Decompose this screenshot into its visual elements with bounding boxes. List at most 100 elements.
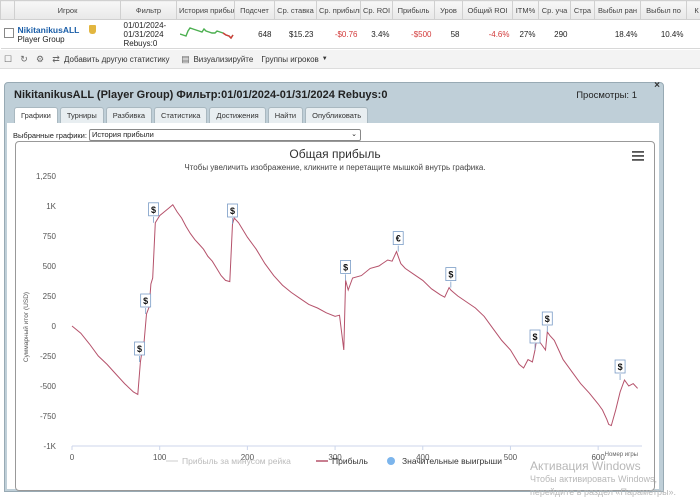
cell-stra xyxy=(571,20,595,49)
visualize-button[interactable]: ▤ Визуализируйте xyxy=(177,54,253,65)
table-row[interactable]: NikitanikusALL Player Group 01/01/2024- … xyxy=(1,20,700,49)
player-group-label: Player Group xyxy=(18,35,80,44)
menu-icon[interactable] xyxy=(632,151,644,161)
chart-icon: ▤ xyxy=(180,54,190,65)
legend-item[interactable]: Прибыль за минусом рейка xyxy=(166,456,291,466)
svg-text:$: $ xyxy=(533,332,538,342)
col-header-stra[interactable]: Стра xyxy=(571,1,595,20)
add-stats-button[interactable]: ⇄ Добавить другую статистику xyxy=(48,54,169,65)
legend-label: Прибыль xyxy=(332,456,369,466)
chevron-down-icon: ⌄ xyxy=(351,130,357,140)
tab-achievements[interactable]: Достижения xyxy=(209,107,265,123)
watermark-line-2: Чтобы активировать Windows, перейдите в … xyxy=(530,473,700,499)
significant-win-flag[interactable]: $ xyxy=(615,360,625,380)
cell-level: 58 xyxy=(435,20,463,49)
col-header-avg-stake[interactable]: Ср. ставка xyxy=(275,1,317,20)
close-icon[interactable]: × xyxy=(654,80,660,91)
y-tick-label: -1K xyxy=(44,442,57,451)
col-header-k[interactable]: К xyxy=(687,1,700,20)
significant-win-flag[interactable]: $ xyxy=(542,312,552,332)
y-tick-label: -250 xyxy=(40,352,57,361)
cell-avg-stake: $15.23 xyxy=(275,20,317,49)
legend-label: Значительные выигрыши xyxy=(402,456,502,466)
add-stats-icon: ⇄ xyxy=(51,54,61,65)
chart-frame[interactable]: Общая прибыль Чтобы увеличить изображени… xyxy=(15,141,655,491)
y-tick-label: 500 xyxy=(43,262,57,271)
series-line-profit[interactable] xyxy=(72,205,638,426)
col-header-level[interactable]: Уров xyxy=(435,1,463,20)
popup-body: Выбранные графики: История прибыли ⌄ Общ… xyxy=(7,123,659,489)
x-tick-label: 500 xyxy=(504,453,518,462)
significant-win-flag[interactable]: $ xyxy=(141,294,151,314)
stats-toolbar: ☐ ↻ ⚙ ⇄ Добавить другую статистику ▤ Виз… xyxy=(0,50,700,69)
col-header-avg-profit[interactable]: Ср. прибыль xyxy=(317,1,361,20)
player-groups-label: Группы игроков xyxy=(261,55,318,64)
tab-find[interactable]: Найти xyxy=(268,107,303,123)
svg-text:$: $ xyxy=(545,314,550,324)
windows-activation-watermark: Активация Windows Чтобы активировать Win… xyxy=(530,460,700,499)
col-header-profit[interactable]: Прибыль xyxy=(393,1,435,20)
x-tick-label: 100 xyxy=(153,453,167,462)
tab-breakdown[interactable]: Разбивка xyxy=(106,107,152,123)
cell-itm: 27% xyxy=(513,20,539,49)
y-tick-label: 0 xyxy=(52,322,57,331)
svg-text:$: $ xyxy=(143,296,148,306)
settings-icon[interactable]: ⚙ xyxy=(35,54,45,65)
chevron-down-icon: ▼ xyxy=(322,56,328,62)
col-header-total-roi[interactable]: Общий ROI xyxy=(463,1,513,20)
chart-subtitle: Чтобы увеличить изображение, кликните и … xyxy=(184,163,485,172)
chart-title: Общая прибыль xyxy=(289,147,380,161)
refresh-icon[interactable]: ↻ xyxy=(19,54,29,65)
popup-tabs: Графики Турниры Разбивка Статистика Дост… xyxy=(14,107,370,123)
svg-text:$: $ xyxy=(151,205,156,215)
table-header-row: Игрок Фильтр История прибыли Подсчет Ср.… xyxy=(1,1,700,20)
profit-chart[interactable]: Общая прибыль Чтобы увеличить изображени… xyxy=(16,142,654,490)
significant-win-flag[interactable]: $ xyxy=(530,330,540,350)
chart-select-row: Выбранные графики: История прибыли ⌄ xyxy=(13,129,361,141)
x-tick-label: 0 xyxy=(70,453,75,462)
profit-sparkline[interactable] xyxy=(180,26,234,40)
col-header-avg-roi[interactable]: Ср. ROI xyxy=(361,1,393,20)
select-all-icon[interactable]: ☐ xyxy=(3,54,13,65)
significant-win-flag[interactable]: $ xyxy=(227,204,237,224)
cell-profit: -$500 xyxy=(393,20,435,49)
cell-out-early: 18.4% xyxy=(595,20,641,49)
cell-avg-profit: -$0.76 xyxy=(317,20,361,49)
row-checkbox[interactable] xyxy=(4,28,14,38)
cell-out-late: 10.4% xyxy=(641,20,687,49)
svg-text:€: € xyxy=(396,234,401,244)
tab-charts[interactable]: Графики xyxy=(14,107,58,123)
col-header-count[interactable]: Подсчет xyxy=(235,1,275,20)
y-tick-label: 1,250 xyxy=(36,172,57,181)
significant-win-flag[interactable]: $ xyxy=(341,260,351,280)
significant-win-flag[interactable]: $ xyxy=(135,342,145,362)
chart-legend: Прибыль за минусом рейка Прибыль Значитель… xyxy=(166,456,502,466)
legend-item[interactable]: Прибыль xyxy=(316,456,369,466)
chart-select-value: История прибыли xyxy=(92,130,154,139)
y-tick-label: 250 xyxy=(43,292,57,301)
col-header-out-late[interactable]: Выбыл по xyxy=(641,1,687,20)
player-name-link[interactable]: NikitanikusALL xyxy=(18,25,80,35)
player-groups-dropdown[interactable]: Группы игроков ▼ xyxy=(261,55,327,64)
chart-popup: NikitanikusALL (Player Group) Фильтр:01/… xyxy=(4,82,664,492)
popup-views: Просмотры: 1 xyxy=(576,90,637,101)
tab-publish[interactable]: Опубликовать xyxy=(305,107,368,123)
col-header-itm[interactable]: ITM% xyxy=(513,1,539,20)
col-header-player[interactable]: Игрок xyxy=(15,1,121,20)
significant-win-flag[interactable]: € xyxy=(393,232,403,252)
legend-item[interactable]: Значительные выигрыши xyxy=(387,456,502,466)
tab-tournaments[interactable]: Турниры xyxy=(60,107,104,123)
svg-text:$: $ xyxy=(618,362,623,372)
col-header-out-early[interactable]: Выбыл ран xyxy=(595,1,641,20)
col-header-profit-history[interactable]: История прибыли xyxy=(177,1,235,20)
svg-text:$: $ xyxy=(448,270,453,280)
chart-select[interactable]: История прибыли ⌄ xyxy=(89,129,361,141)
cell-count: 648 xyxy=(235,20,275,49)
col-header-avg-field[interactable]: Ср. уча xyxy=(539,1,571,20)
col-header-filter[interactable]: Фильтр xyxy=(121,1,177,20)
y-axis-label: Суммарный итог (USD) xyxy=(22,292,30,362)
significant-win-flag[interactable]: $ xyxy=(446,268,456,288)
svg-text:$: $ xyxy=(137,344,142,354)
tab-statistics[interactable]: Статистика xyxy=(154,107,207,123)
